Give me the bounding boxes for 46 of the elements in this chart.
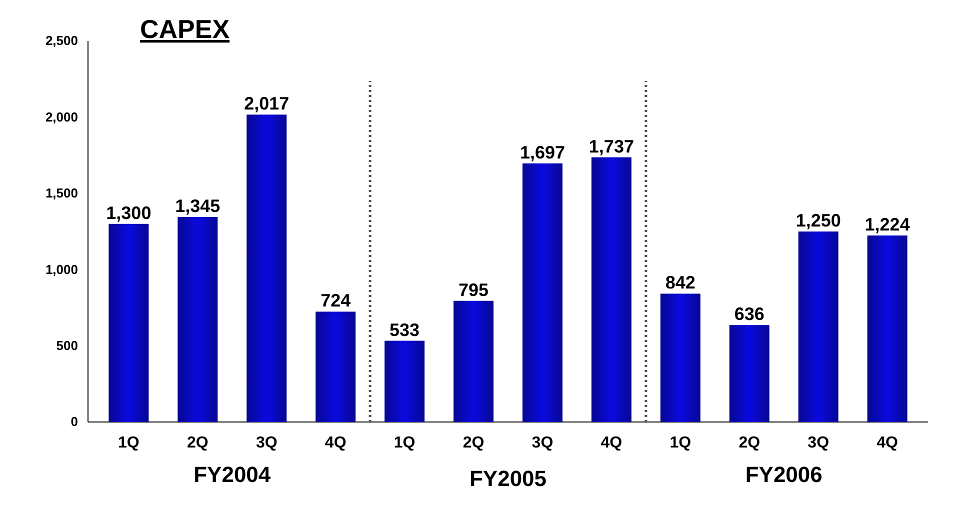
data-label: 1,737	[588, 136, 634, 156]
text: FY2004	[194, 462, 272, 487]
bar	[798, 232, 838, 422]
y-tick-label: 1,000	[45, 262, 78, 277]
x-tick-label: 4Q	[876, 434, 898, 452]
data-label: 1,224	[864, 214, 910, 234]
data-label: 842	[665, 272, 696, 293]
bar	[454, 300, 494, 422]
y-tick-label: 2,000	[45, 109, 78, 124]
bar	[867, 235, 908, 422]
bar	[591, 157, 632, 422]
x-tick-label: 1Q	[670, 434, 692, 452]
y-tick-label: 2,500	[45, 33, 78, 48]
x-tick-label: 4Q	[600, 434, 622, 452]
chart-title: CAPEX	[140, 14, 230, 44]
x-tick-label: 3Q	[256, 434, 278, 452]
bar	[108, 224, 149, 422]
bar	[729, 325, 770, 422]
bar	[660, 294, 700, 422]
x-tick-label: 1Q	[118, 434, 140, 452]
data-label: 1,345	[175, 196, 220, 216]
x-tick-label: 4Q	[324, 434, 346, 452]
x-tick-label: 2Q	[738, 434, 760, 452]
x-tick-label: 1Q	[394, 434, 416, 452]
data-label: 1,300	[106, 202, 152, 223]
text: FY2005	[469, 466, 547, 491]
bar	[522, 163, 562, 422]
data-label: 1,697	[520, 142, 566, 162]
bar	[384, 340, 425, 422]
data-label: 1,250	[796, 210, 841, 230]
x-tick-label: 3Q	[532, 434, 554, 452]
bar	[178, 217, 218, 422]
x-tick-label: 2Q	[462, 434, 484, 452]
x-tick-label: 3Q	[808, 434, 830, 452]
text: FY2006	[745, 462, 822, 487]
y-tick-label: 500	[56, 338, 78, 353]
data-label: 724	[320, 290, 351, 311]
x-tick-label: 2Q	[186, 434, 208, 452]
bar	[316, 312, 356, 422]
data-label: 636	[734, 304, 764, 324]
y-tick-label: 1,500	[45, 186, 78, 201]
y-tick-label: 0	[70, 414, 78, 430]
data-label: 533	[390, 320, 420, 340]
data-label: 2,017	[244, 94, 290, 114]
bar	[246, 114, 287, 422]
data-label: 795	[458, 280, 489, 300]
